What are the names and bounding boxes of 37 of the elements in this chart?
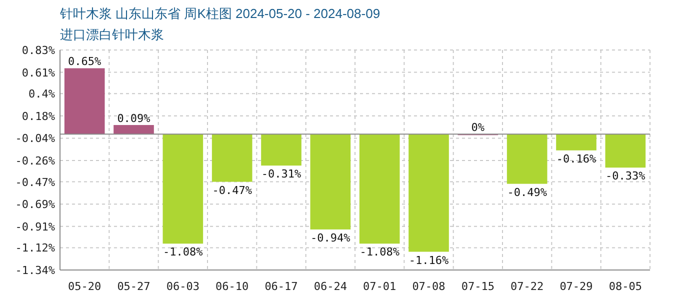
x-tick-label: 07-08 (412, 280, 446, 293)
y-tick-label: -0.69% (15, 198, 56, 212)
x-tick-label: 08-05 (608, 280, 642, 293)
data-label: -0.49% (507, 186, 548, 199)
y-tick-label: -0.91% (15, 220, 56, 234)
data-label: -0.94% (310, 231, 351, 244)
data-label: -0.33% (606, 170, 646, 183)
chart-title: 针叶木浆 山东山东省 周K柱图 2024-05-20 - 2024-08-09 (59, 6, 380, 21)
x-tick-label: 06-17 (264, 280, 298, 293)
y-tick-label: 0.83% (22, 44, 56, 57)
y-tick-label: -0.47% (15, 176, 56, 189)
data-label: 0.65% (68, 55, 102, 68)
x-tick-label: 07-15 (461, 280, 494, 293)
x-tick-label: 05-27 (117, 280, 150, 293)
x-tick-label: 05-20 (68, 280, 102, 293)
y-tick-label: -1.34% (15, 264, 56, 277)
x-tick-label: 06-03 (166, 280, 200, 293)
data-label: -1.08% (360, 246, 400, 259)
x-tick-label: 07-29 (560, 280, 593, 293)
x-tick-label: 07-22 (510, 280, 544, 293)
x-tick-label: 06-24 (314, 280, 348, 293)
data-label: -1.08% (163, 246, 204, 259)
y-tick-label: -0.26% (15, 154, 56, 168)
y-tick-label: -0.04% (15, 132, 56, 146)
data-label: 0.09% (117, 112, 151, 126)
y-tick-label: 0.18% (22, 110, 56, 123)
data-label: -0.16% (556, 152, 596, 166)
data-label: 0% (471, 121, 485, 134)
y-tick-label: 0.61% (22, 66, 56, 80)
x-tick-label: 06-10 (216, 280, 249, 293)
data-label: -0.47% (212, 184, 252, 197)
y-tick-label: 0.4% (28, 88, 56, 101)
x-tick-label: 07-01 (363, 280, 396, 293)
data-label: -0.31% (261, 168, 302, 181)
data-label: -1.16% (408, 254, 449, 267)
y-tick-label: -1.12% (15, 242, 56, 255)
chart-subtitle: 进口漂白针叶木浆 (60, 27, 164, 42)
